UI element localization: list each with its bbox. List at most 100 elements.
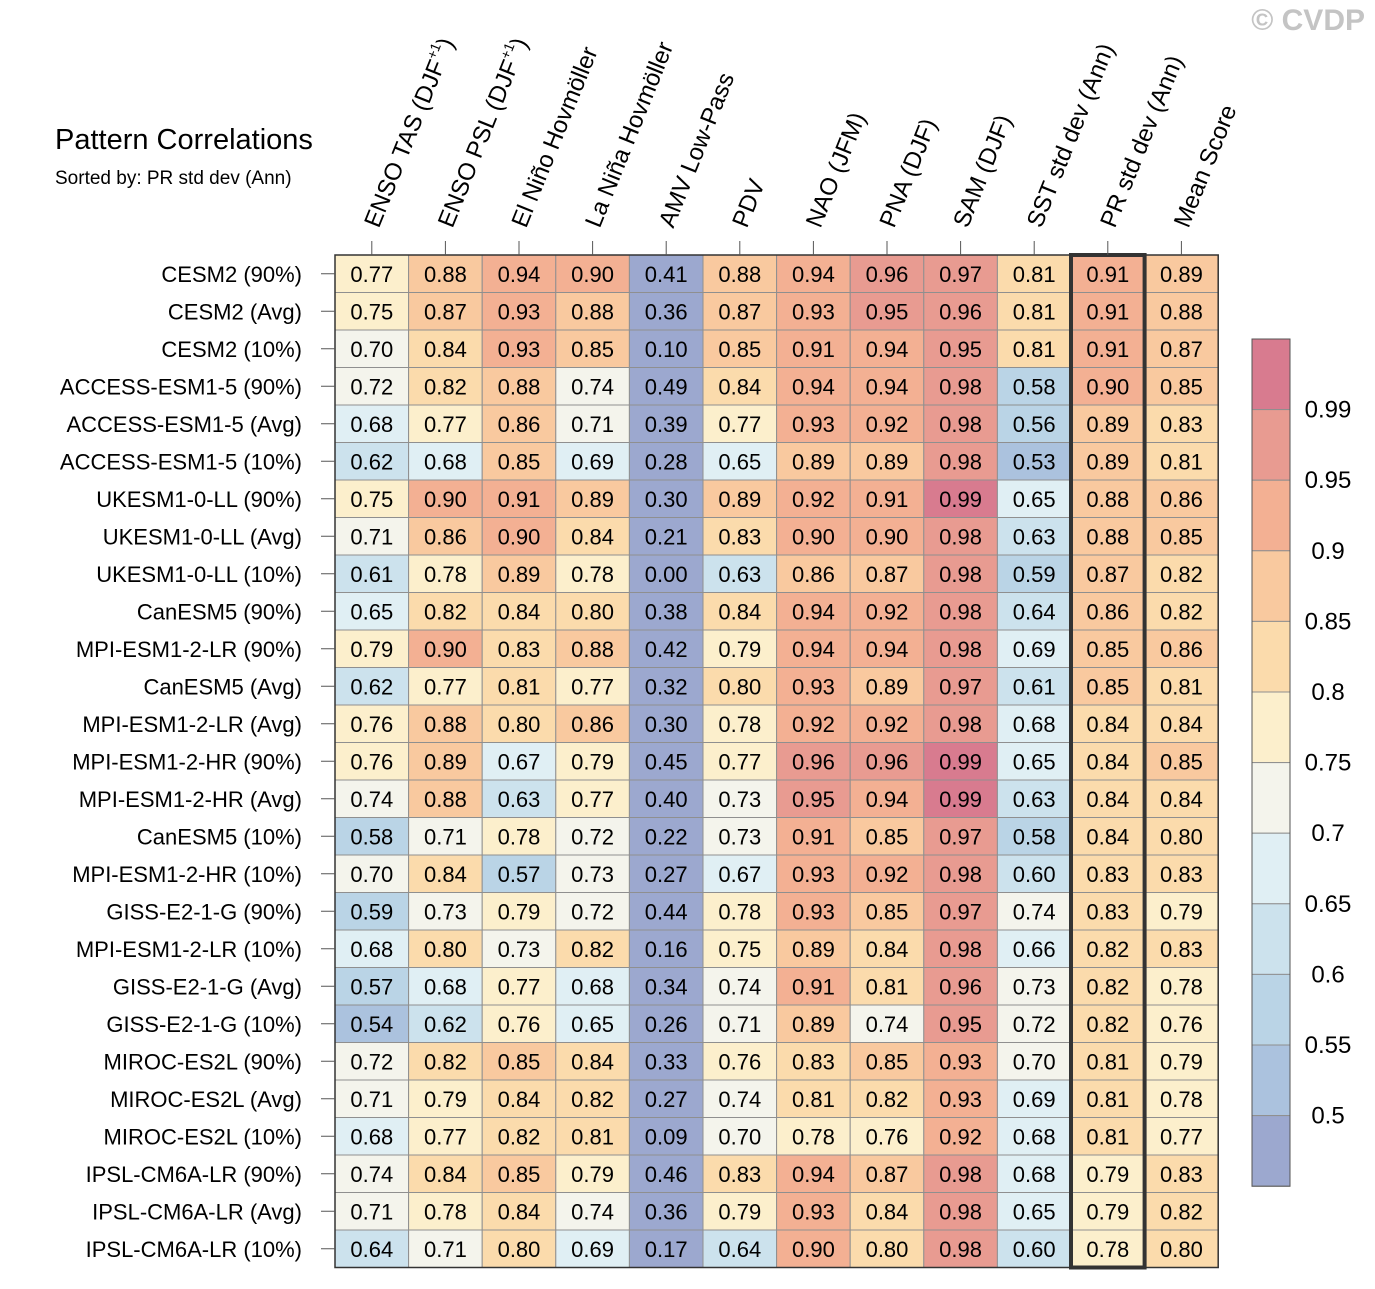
cell-value: 0.90 bbox=[571, 262, 614, 287]
heatmap-cell bbox=[334, 779, 410, 818]
heatmap-cell bbox=[849, 892, 925, 931]
colorbar-label: 0.85 bbox=[1305, 608, 1352, 635]
heatmap-cell bbox=[555, 967, 630, 1006]
cell-value: 0.72 bbox=[571, 899, 614, 924]
cell-value: 0.89 bbox=[718, 487, 761, 512]
cell-value: 0.83 bbox=[1160, 937, 1203, 962]
heatmap-cell bbox=[996, 442, 1072, 481]
cell-value: 0.95 bbox=[939, 337, 982, 362]
heatmap-cell bbox=[408, 592, 483, 631]
heatmap-cell bbox=[923, 1117, 998, 1156]
heatmap-cell bbox=[408, 854, 483, 893]
cell-value: 0.83 bbox=[792, 1049, 835, 1074]
heatmap-cell bbox=[334, 367, 410, 406]
heatmap-cell bbox=[923, 292, 998, 331]
cell-value: 0.98 bbox=[939, 862, 982, 887]
cell-value: 0.93 bbox=[792, 674, 835, 699]
cell-value: 0.71 bbox=[424, 1237, 467, 1262]
heatmap-cell bbox=[628, 367, 704, 406]
heatmap-cell bbox=[996, 1004, 1072, 1043]
cell-value: 0.84 bbox=[1160, 712, 1203, 737]
cell-value: 0.80 bbox=[424, 937, 467, 962]
cell-value: 0.32 bbox=[645, 674, 688, 699]
heatmap-cell bbox=[555, 779, 630, 818]
cell-value: 0.75 bbox=[350, 487, 393, 512]
cell-value: 0.73 bbox=[718, 787, 761, 812]
cell-value: 0.46 bbox=[645, 1162, 688, 1187]
cell-value: 0.78 bbox=[424, 562, 467, 587]
cell-value: 0.93 bbox=[498, 299, 541, 324]
cell-value: 0.84 bbox=[718, 374, 761, 399]
heatmap-cell bbox=[849, 442, 925, 481]
cell-value: 0.90 bbox=[866, 524, 909, 549]
row-label: MPI-ESM1-2-LR (10%) bbox=[76, 937, 302, 962]
cell-value: 0.72 bbox=[1013, 1012, 1056, 1037]
cell-value: 0.74 bbox=[1013, 899, 1056, 924]
colorbar-label: 0.7 bbox=[1311, 820, 1344, 847]
cell-value: 0.79 bbox=[718, 1199, 761, 1224]
cell-value: 0.93 bbox=[792, 899, 835, 924]
chart-title: Pattern Correlations bbox=[55, 124, 313, 156]
heatmap-cell bbox=[628, 667, 704, 706]
cell-value: 0.83 bbox=[1160, 862, 1203, 887]
cell-value: 0.73 bbox=[424, 899, 467, 924]
colorbar-segment bbox=[1251, 903, 1291, 975]
cell-value: 0.84 bbox=[718, 599, 761, 624]
cell-value: 0.86 bbox=[571, 712, 614, 737]
cell-value: 0.96 bbox=[866, 749, 909, 774]
heatmap-cell bbox=[628, 967, 704, 1006]
heatmap-cell bbox=[334, 1079, 410, 1118]
cell-value: 0.72 bbox=[350, 374, 393, 399]
cell-value: 0.81 bbox=[571, 1124, 614, 1149]
cell-value: 0.94 bbox=[792, 374, 835, 399]
heatmap-cell bbox=[1070, 704, 1146, 743]
heatmap-cell bbox=[481, 329, 557, 368]
cell-value: 0.71 bbox=[571, 412, 614, 437]
heatmap-cell bbox=[1070, 554, 1146, 593]
heatmap-cell bbox=[996, 1079, 1072, 1118]
cell-value: 0.91 bbox=[1086, 337, 1129, 362]
cell-value: 0.81 bbox=[1086, 1124, 1129, 1149]
heatmap-cell bbox=[481, 854, 557, 893]
cell-value: 0.87 bbox=[1086, 562, 1129, 587]
cell-value: 0.62 bbox=[424, 1012, 467, 1037]
heatmap-cell bbox=[702, 1117, 778, 1156]
cell-value: 0.36 bbox=[645, 299, 688, 324]
colorbar-segment bbox=[1251, 338, 1291, 411]
cell-value: 0.87 bbox=[866, 1162, 909, 1187]
cell-value: 0.78 bbox=[1160, 1087, 1203, 1112]
cell-value: 0.93 bbox=[792, 412, 835, 437]
heatmap-cell bbox=[996, 517, 1072, 556]
cell-value: 0.83 bbox=[718, 1162, 761, 1187]
heatmap-cell bbox=[1070, 254, 1146, 293]
cell-value: 0.82 bbox=[424, 374, 467, 399]
cell-value: 0.86 bbox=[1160, 637, 1203, 662]
heatmap-cell bbox=[849, 967, 925, 1006]
cell-value: 0.89 bbox=[498, 562, 541, 587]
cell-value: 0.77 bbox=[571, 674, 614, 699]
cell-value: 0.76 bbox=[498, 1012, 541, 1037]
heatmap-cell bbox=[996, 1154, 1072, 1193]
cell-value: 0.77 bbox=[1160, 1124, 1203, 1149]
cell-value: 0.82 bbox=[1086, 937, 1129, 962]
row-label: CanESM5 (90%) bbox=[137, 599, 302, 624]
cell-value: 0.81 bbox=[1013, 299, 1056, 324]
colorbar-label: 0.55 bbox=[1305, 1032, 1352, 1059]
cell-value: 0.88 bbox=[424, 712, 467, 737]
cell-value: 0.89 bbox=[424, 749, 467, 774]
cell-value: 0.81 bbox=[792, 1087, 835, 1112]
row-label: MPI-ESM1-2-HR (90%) bbox=[72, 749, 302, 774]
cell-value: 0.94 bbox=[866, 374, 909, 399]
cell-value: 0.80 bbox=[498, 712, 541, 737]
heatmap-cell bbox=[628, 1229, 704, 1268]
cell-value: 0.94 bbox=[866, 337, 909, 362]
row-label: CanESM5 (10%) bbox=[137, 824, 302, 849]
cell-value: 0.79 bbox=[718, 637, 761, 662]
cell-value: 0.84 bbox=[498, 599, 541, 624]
cell-value: 0.89 bbox=[1160, 262, 1203, 287]
heatmap-cell bbox=[1070, 1154, 1146, 1193]
heatmap-cell bbox=[702, 742, 778, 781]
heatmap-cell bbox=[1144, 329, 1219, 368]
cell-value: 0.81 bbox=[1160, 674, 1203, 699]
cell-value: 0.90 bbox=[1086, 374, 1129, 399]
